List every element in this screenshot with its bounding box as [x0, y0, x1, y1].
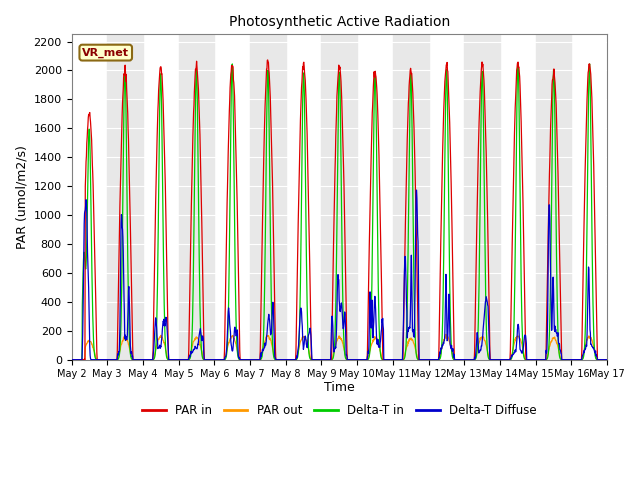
Bar — [536, 35, 572, 360]
Bar — [464, 35, 500, 360]
Y-axis label: PAR (umol/m2/s): PAR (umol/m2/s) — [15, 145, 28, 249]
Bar — [393, 35, 429, 360]
Bar — [108, 35, 143, 360]
Bar — [179, 35, 214, 360]
Bar — [250, 35, 286, 360]
Title: Photosynthetic Active Radiation: Photosynthetic Active Radiation — [228, 15, 450, 29]
X-axis label: Time: Time — [324, 381, 355, 394]
Text: VR_met: VR_met — [82, 48, 129, 58]
Legend: PAR in, PAR out, Delta-T in, Delta-T Diffuse: PAR in, PAR out, Delta-T in, Delta-T Dif… — [138, 400, 541, 422]
Bar — [321, 35, 357, 360]
